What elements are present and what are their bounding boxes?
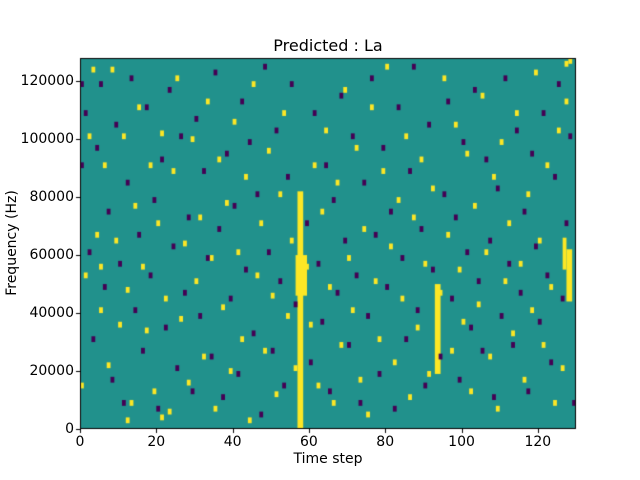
y-tick-label: 40000	[29, 305, 74, 322]
x-tick-label: 100	[448, 434, 475, 450]
x-tick-label: 60	[300, 434, 318, 450]
y-tick-label: 0	[65, 421, 74, 437]
y-tick-label: 120000	[20, 73, 74, 90]
x-tick-label: 80	[376, 434, 395, 450]
y-tick-label: 80000	[29, 189, 74, 206]
x-tick-label: 20	[147, 434, 166, 450]
x-axis-label: Time step	[293, 451, 363, 467]
y-axis-label: Frequency (Hz)	[4, 190, 20, 296]
y-tick-label: 60000	[29, 247, 74, 264]
y-tick-label: 20000	[29, 363, 74, 380]
x-tick-label: 0	[75, 434, 85, 450]
y-tick-label: 100000	[20, 131, 74, 148]
chart-title: Predicted : La	[273, 36, 383, 55]
x-tick-label: 40	[223, 434, 242, 450]
x-tick-label: 120	[524, 434, 552, 450]
